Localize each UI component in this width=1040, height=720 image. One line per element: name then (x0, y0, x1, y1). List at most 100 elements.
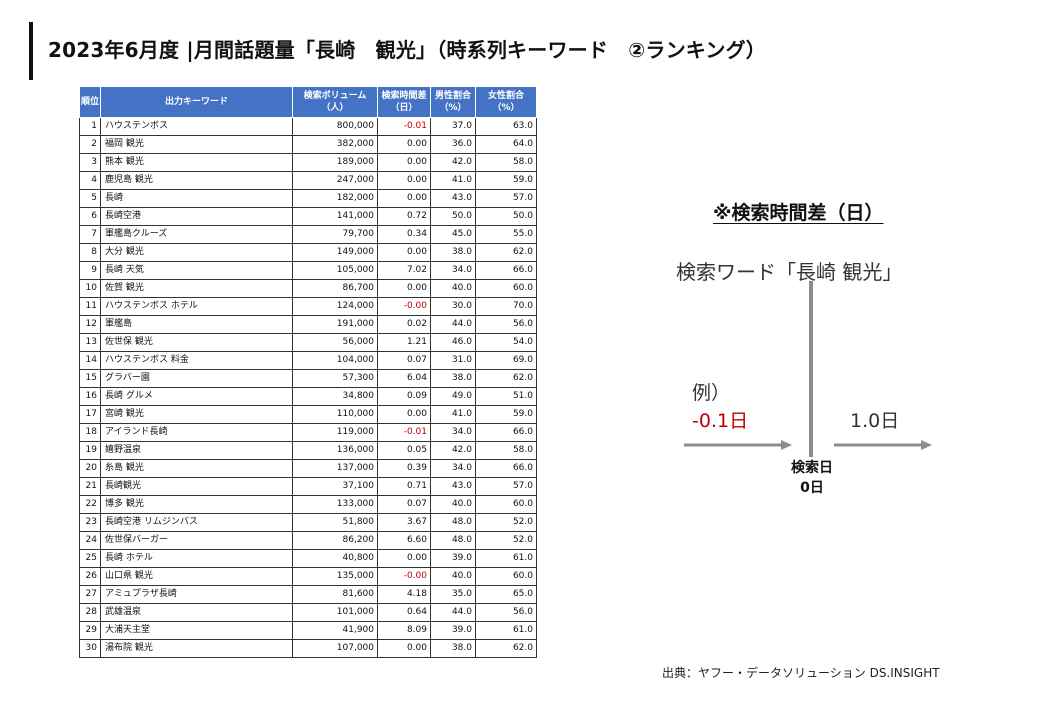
table-row: 24 佐世保バーガー 86,200 6.60 48.0 52.0 (79, 531, 537, 550)
header-male-ratio: 男性割合 （%） (430, 86, 476, 118)
male-ratio-cell: 37.0 (430, 117, 476, 136)
table-row: 14 ハウステンボス 料金 104,000 0.07 31.0 69.0 (79, 351, 537, 370)
time-diff-cell: 8.09 (377, 621, 431, 640)
plus-diff-label: 1.0日 (850, 410, 900, 432)
time-diff-cell: 0.05 (377, 441, 431, 460)
keyword-cell: 佐世保バーガー (100, 531, 293, 550)
time-diff-cell: -0.00 (377, 297, 431, 316)
rank-cell: 10 (79, 279, 101, 298)
rank-cell: 15 (79, 369, 101, 388)
rank-cell: 4 (79, 171, 101, 190)
rank-cell: 9 (79, 261, 101, 280)
rank-cell: 26 (79, 567, 101, 586)
keyword-cell: 佐世保 観光 (100, 333, 293, 352)
male-ratio-cell: 35.0 (430, 585, 476, 604)
time-diff-cell: 0.00 (377, 549, 431, 568)
keyword-cell: 長崎 グルメ (100, 387, 293, 406)
time-diff-cell: 0.00 (377, 189, 431, 208)
male-ratio-cell: 45.0 (430, 225, 476, 244)
male-ratio-cell: 44.0 (430, 315, 476, 334)
male-ratio-cell: 36.0 (430, 135, 476, 154)
title-accent-bar (29, 22, 33, 80)
keyword-cell: 長崎空港 リムジンバス (100, 513, 293, 532)
female-ratio-cell: 69.0 (475, 351, 537, 370)
keyword-cell: 鹿児島 観光 (100, 171, 293, 190)
keyword-cell: アミュプラザ長崎 (100, 585, 293, 604)
table-row: 13 佐世保 観光 56,000 1.21 46.0 54.0 (79, 333, 537, 352)
keyword-cell: ハウステンボス (100, 117, 293, 136)
volume-cell: 101,000 (292, 603, 378, 622)
note-title: ※検索時間差（日） (713, 202, 884, 224)
female-ratio-cell: 52.0 (475, 513, 537, 532)
volume-cell: 119,000 (292, 423, 378, 442)
male-ratio-cell: 34.0 (430, 423, 476, 442)
keyword-cell: 福岡 観光 (100, 135, 293, 154)
keyword-cell: 長崎観光 (100, 477, 293, 496)
male-ratio-cell: 49.0 (430, 387, 476, 406)
keyword-cell: 大浦天主堂 (100, 621, 293, 640)
rank-cell: 1 (79, 117, 101, 136)
rank-cell: 25 (79, 549, 101, 568)
male-ratio-cell: 39.0 (430, 549, 476, 568)
female-ratio-cell: 58.0 (475, 153, 537, 172)
rank-cell: 2 (79, 135, 101, 154)
search-day-line (809, 281, 813, 457)
rank-cell: 8 (79, 243, 101, 262)
female-ratio-cell: 66.0 (475, 423, 537, 442)
time-diff-cell: 0.00 (377, 135, 431, 154)
volume-cell: 137,000 (292, 459, 378, 478)
table-row: 2 福岡 観光 382,000 0.00 36.0 64.0 (79, 135, 537, 154)
keyword-cell: 武雄温泉 (100, 603, 293, 622)
volume-cell: 34,800 (292, 387, 378, 406)
volume-cell: 105,000 (292, 261, 378, 280)
male-ratio-cell: 46.0 (430, 333, 476, 352)
keyword-cell: グラバー園 (100, 369, 293, 388)
volume-cell: 107,000 (292, 639, 378, 658)
keyword-cell: ハウステンボス 料金 (100, 351, 293, 370)
female-ratio-cell: 55.0 (475, 225, 537, 244)
male-ratio-cell: 39.0 (430, 621, 476, 640)
table-body: 1 ハウステンボス 800,000 -0.01 37.0 63.0 2 福岡 観光 382,00… (79, 117, 537, 658)
table-row: 27 アミュプラザ長崎 81,600 4.18 35.0 65.0 (79, 585, 537, 604)
time-diff-cell: 0.02 (377, 315, 431, 334)
rank-cell: 29 (79, 621, 101, 640)
keyword-cell: 大分 観光 (100, 243, 293, 262)
volume-cell: 124,000 (292, 297, 378, 316)
table-row: 4 鹿児島 観光 247,000 0.00 41.0 59.0 (79, 171, 537, 190)
table-row: 23 長崎空港 リムジンバス 51,800 3.67 48.0 52.0 (79, 513, 537, 532)
table-row: 10 佐賀 観光 86,700 0.00 40.0 60.0 (79, 279, 537, 298)
male-ratio-cell: 40.0 (430, 567, 476, 586)
table-row: 29 大浦天主堂 41,900 8.09 39.0 61.0 (79, 621, 537, 640)
rank-cell: 14 (79, 351, 101, 370)
male-ratio-cell: 44.0 (430, 603, 476, 622)
rank-cell: 23 (79, 513, 101, 532)
volume-cell: 57,300 (292, 369, 378, 388)
table-row: 26 山口県 観光 135,000 -0.00 40.0 60.0 (79, 567, 537, 586)
male-ratio-cell: 43.0 (430, 189, 476, 208)
time-diff-cell: -0.01 (377, 117, 431, 136)
male-ratio-cell: 42.0 (430, 441, 476, 460)
female-ratio-cell: 66.0 (475, 459, 537, 478)
female-ratio-cell: 62.0 (475, 639, 537, 658)
female-ratio-cell: 64.0 (475, 135, 537, 154)
female-ratio-cell: 61.0 (475, 621, 537, 640)
rank-cell: 17 (79, 405, 101, 424)
volume-cell: 800,000 (292, 117, 378, 136)
time-diff-cell: 3.67 (377, 513, 431, 532)
rank-cell: 20 (79, 459, 101, 478)
female-ratio-cell: 56.0 (475, 315, 537, 334)
table-row: 1 ハウステンボス 800,000 -0.01 37.0 63.0 (79, 117, 537, 136)
table-header-row: 順位 出力キーワード 検索ボリューム （人） 検索時間差 （日） 男性割合 （%… (79, 86, 537, 118)
volume-cell: 56,000 (292, 333, 378, 352)
keyword-cell: ハウステンボス ホテル (100, 297, 293, 316)
female-ratio-cell: 50.0 (475, 207, 537, 226)
male-ratio-cell: 30.0 (430, 297, 476, 316)
rank-cell: 12 (79, 315, 101, 334)
male-ratio-cell: 31.0 (430, 351, 476, 370)
female-ratio-cell: 70.0 (475, 297, 537, 316)
example-label: 例） (692, 382, 731, 404)
time-diff-cell: 0.71 (377, 477, 431, 496)
table-row: 28 武雄温泉 101,000 0.64 44.0 56.0 (79, 603, 537, 622)
time-diff-cell: 0.34 (377, 225, 431, 244)
volume-cell: 79,700 (292, 225, 378, 244)
